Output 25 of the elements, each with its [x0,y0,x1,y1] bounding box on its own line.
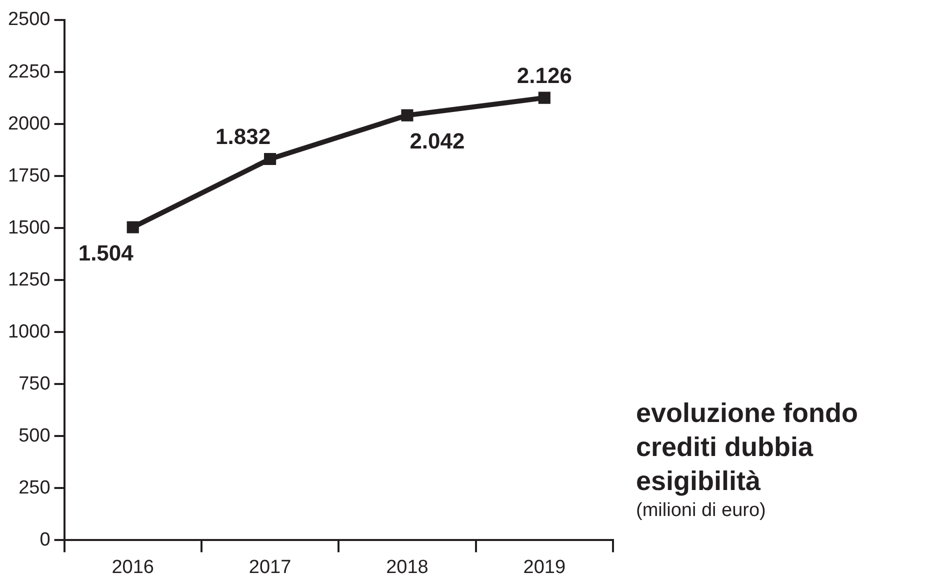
data-label: 1.504 [78,240,134,266]
data-label: 2.126 [516,62,572,88]
y-tick-label: 1250 [8,269,50,290]
y-tick-label: 250 [18,477,50,498]
point [538,92,550,104]
x-tick-label: 2016 [112,556,154,578]
point [264,152,276,166]
x-tick-label: 2018 [386,556,428,578]
x-tick-label: 2017 [248,556,292,578]
y-tick-label: 2500 [8,9,50,30]
y-tick-label: 2250 [8,61,50,82]
y-tick-label: 1500 [8,217,50,238]
y-tick-label: 0 [40,529,50,550]
text: evoluzione fondo crediti dubbia esigibilità [636,397,859,498]
point [126,221,139,234]
y-tick-label: 500 [18,425,50,446]
data-label: 1.832 [216,124,271,150]
y-tick-label: 1000 [8,321,50,342]
data-label: 2.042 [410,128,465,154]
text: (milioni di euro) [636,500,766,522]
point [401,109,414,122]
y-tick-label: 750 [18,373,50,394]
y-tick-label: 1750 [8,165,50,186]
y-tick-label: 2000 [8,113,50,134]
x-tick-label: 2019 [523,556,566,578]
